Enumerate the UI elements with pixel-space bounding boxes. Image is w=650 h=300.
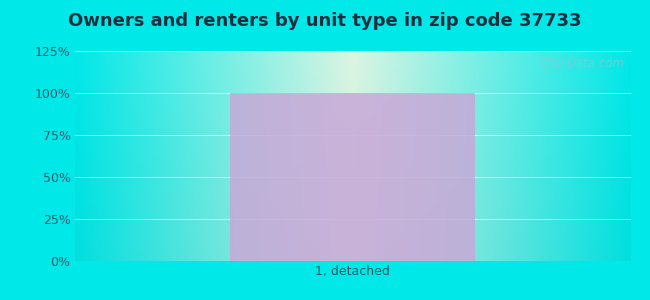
Text: City-Data.com: City-Data.com [541, 57, 625, 70]
Bar [230, 93, 475, 261]
Text: Owners and renters by unit type in zip code 37733: Owners and renters by unit type in zip c… [68, 12, 582, 30]
